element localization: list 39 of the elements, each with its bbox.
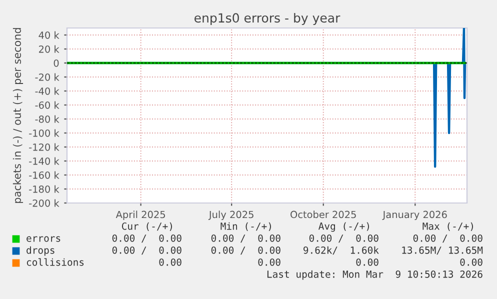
y-tick-label: 0 (54, 59, 59, 67)
text: Max (-/+) (422, 222, 473, 231)
x-tick-label: January 2026 (382, 210, 447, 220)
y-tick-label: -120 k (29, 143, 60, 151)
text: 13.65M/ 13.65M (402, 246, 483, 255)
text: 0.00 (159, 258, 182, 266)
text: 0.00 / 0.00 (211, 246, 280, 255)
x-tick-label: April 2025 (116, 210, 165, 220)
text: 0.00 / 0.00 (211, 234, 280, 243)
text: 0.00 / 0.00 (413, 234, 482, 243)
y-tick-label: 20 k (38, 45, 60, 53)
text: Min (-/+) (220, 222, 271, 231)
legend-label: drops (26, 246, 54, 256)
text: 0.00 (258, 258, 280, 266)
text: 0.00 (356, 258, 378, 266)
y-tick-label: 40 k (38, 31, 60, 39)
text: 0.00 / 0.00 (112, 246, 182, 255)
text: 9.62k/ 1.60k (304, 246, 379, 255)
text: Last update: Mon Mar 9 10:50:13 2026 (267, 270, 482, 280)
text: Cur (-/+) (122, 222, 172, 231)
y-tick-label: -100 k (29, 129, 60, 137)
chart-title: enp1s0 errors - by year (194, 12, 340, 26)
y-tick-label: -200 k (29, 199, 60, 207)
y-tick-label: -80 k (35, 115, 60, 123)
x-tick-label: October 2025 (290, 210, 356, 218)
y-axis-title: packets in (-) / out (+) per second (12, 28, 24, 203)
y-tick-label: -160 k (29, 171, 60, 179)
text: 0.00 (460, 258, 482, 266)
text: 0.00 / 0.00 (112, 234, 182, 243)
legend-label: collisions (26, 258, 84, 266)
y-tick-label: -180 k (29, 185, 60, 193)
text: Avg (-/+) (318, 222, 369, 232)
y-tick-label: -40 k (35, 87, 60, 95)
x-tick-label: July 2025 (208, 210, 254, 220)
text: 0.00 / 0.00 (309, 234, 378, 243)
y-tick-label: -60 k (35, 101, 60, 109)
y-tick-label: -140 k (29, 157, 60, 165)
y-tick-label: -20 k (35, 73, 60, 81)
legend-label: errors (26, 236, 60, 242)
